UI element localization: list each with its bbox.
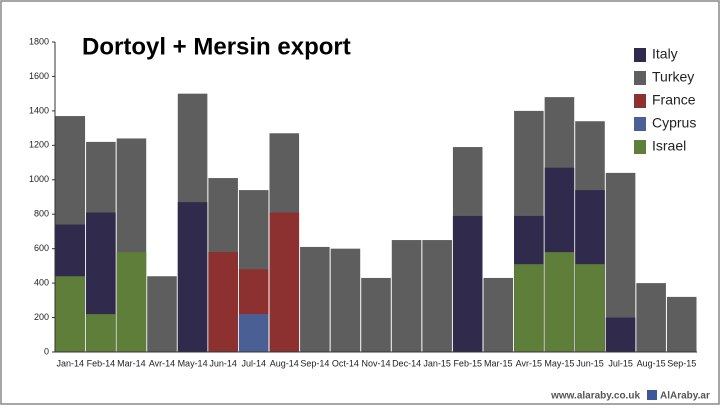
bar (208, 252, 238, 352)
bar (666, 296, 697, 352)
bar (177, 202, 208, 352)
bar (483, 277, 514, 352)
y-tick-label: 1800 (29, 36, 49, 46)
y-tick-label: 200 (34, 312, 49, 322)
bar (544, 252, 575, 352)
bar (636, 283, 666, 352)
x-tick-label: Avr-15 (516, 358, 542, 368)
bar (330, 248, 361, 352)
x-tick-label: Aug-14 (270, 358, 299, 368)
bar (514, 264, 544, 352)
x-tick-label: Jun-14 (209, 358, 237, 368)
y-tick-label: 600 (34, 243, 49, 253)
legend-swatch (634, 48, 646, 62)
x-tick-label: Feb-14 (87, 358, 116, 368)
y-tick-label: 1000 (29, 174, 49, 184)
x-tick-label: Jun-15 (576, 358, 604, 368)
legend-swatch (634, 140, 646, 154)
y-tick-label: 400 (34, 277, 49, 287)
legend-label: France (652, 92, 696, 108)
bar (86, 314, 116, 352)
x-tick-label: Mar-15 (484, 358, 513, 368)
x-tick-label: Dec-14 (392, 358, 421, 368)
bar (300, 246, 330, 352)
bar (605, 317, 636, 352)
x-tick-label: Sep-15 (667, 358, 696, 368)
bar (575, 264, 605, 352)
x-tick-label: Sep-14 (300, 358, 329, 368)
bar (452, 215, 483, 352)
x-tick-label: Feb-15 (453, 358, 482, 368)
bar (238, 314, 269, 352)
bar (55, 276, 86, 352)
legend-label: Italy (652, 46, 678, 62)
facebook-icon (647, 390, 657, 400)
legend-label: Cyprus (652, 115, 696, 131)
x-tick-label: Jan-15 (423, 358, 451, 368)
chart-title: Dortoyl + Mersin export (82, 33, 351, 60)
x-tick-label: Jul-14 (241, 358, 266, 368)
x-tick-label: Aug-15 (637, 358, 666, 368)
bar (361, 277, 391, 352)
y-tick-label: 1600 (29, 71, 49, 81)
y-tick-label: 1200 (29, 140, 49, 150)
legend-label: Turkey (652, 69, 694, 85)
bar (269, 212, 300, 352)
bar (391, 240, 422, 352)
legend-label: Israel (652, 138, 686, 154)
x-tick-label: Oct-14 (332, 358, 359, 368)
x-tick-label: Nov-14 (361, 358, 390, 368)
bar (147, 276, 177, 352)
y-tick-label: 1400 (29, 105, 49, 115)
legend-swatch (634, 71, 646, 85)
bar (422, 240, 452, 352)
y-tick-label: 800 (34, 209, 49, 219)
x-tick-label: Jul-15 (608, 358, 633, 368)
x-tick-label: May-14 (178, 358, 208, 368)
x-tick-label: Avr-14 (149, 358, 175, 368)
y-tick-label: 0 (44, 346, 49, 356)
x-tick-label: Jan-14 (57, 358, 85, 368)
bar (116, 252, 147, 352)
x-tick-label: May-15 (544, 358, 574, 368)
x-tick-label: Mar-14 (117, 358, 146, 368)
legend-swatch (634, 94, 646, 108)
footer-site: www.alaraby.co.uk (550, 391, 640, 402)
legend-swatch (634, 117, 646, 131)
footer-page: AlAraby.ar (660, 391, 710, 402)
